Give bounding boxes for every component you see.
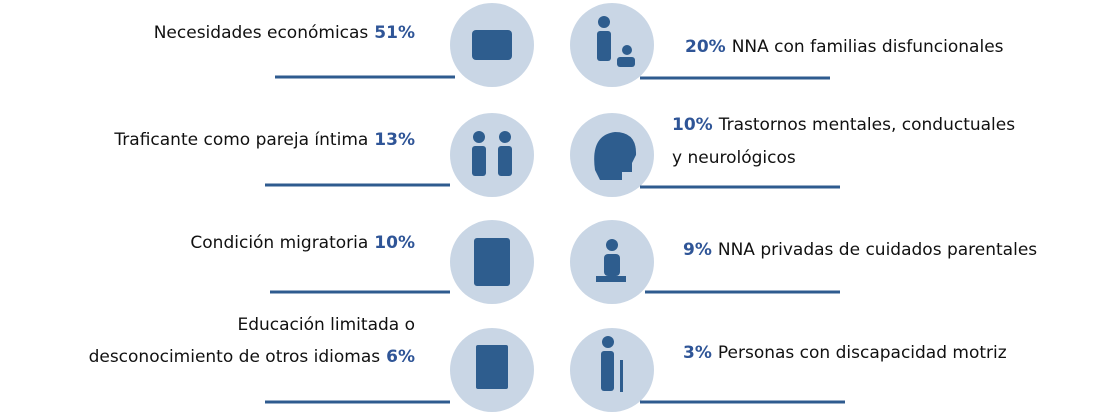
percent: 51% (374, 23, 415, 43)
child-icon (596, 239, 626, 282)
label-text: Trastornos mentales, conductuales (718, 115, 1016, 135)
label: 9% NNA privadas de cuidados parentales (683, 240, 1037, 260)
circle (450, 113, 534, 197)
label-text: Condición migratoria (190, 233, 368, 253)
percent: 20% (685, 37, 726, 57)
label-text: Traficante como pareja íntima (113, 130, 368, 150)
passport-icon (474, 238, 510, 286)
label: Necesidades económicas 51% (154, 23, 415, 43)
label: 10% Trastornos mentales, conductuales (672, 115, 1015, 135)
label-text: Personas con discapacidad motriz (718, 343, 1007, 363)
certificate-icon (476, 345, 508, 389)
label: Traficante como pareja íntima 13% (113, 130, 415, 150)
label-text: NNA con familias disfuncionales (732, 37, 1004, 57)
label-text: Necesidades económicas (154, 23, 369, 43)
cane-icon (601, 336, 623, 392)
label: Condición migratoria 10% (190, 233, 415, 253)
percent: 9% (683, 240, 712, 260)
label-text: y neurológicos (672, 148, 796, 168)
percent: 10% (374, 233, 415, 253)
label: desconocimiento de otros idiomas 6% (89, 347, 415, 367)
percent: 3% (683, 343, 712, 363)
label: y neurológicos (672, 148, 796, 168)
label-text: desconocimiento de otros idiomas (89, 347, 381, 367)
percent: 10% (672, 115, 713, 135)
label-text: Educación limitada o (237, 315, 415, 335)
label-text: NNA privadas de cuidados parentales (718, 240, 1037, 260)
head-icon (594, 132, 637, 180)
couple-icon (472, 131, 512, 176)
circle (570, 3, 654, 87)
family-icon (597, 16, 635, 67)
labels: Necesidades económicas 51% Traficante como… (89, 23, 1037, 404)
percent: 6% (386, 347, 415, 367)
label: 3% Personas con discapacidad motriz (683, 343, 1007, 363)
percent: 13% (374, 130, 415, 150)
label: 20% NNA con familias disfuncionales (685, 37, 1004, 57)
wallet-icon (472, 30, 512, 60)
icons (450, 3, 654, 412)
label: Educación limitada o (237, 315, 415, 335)
